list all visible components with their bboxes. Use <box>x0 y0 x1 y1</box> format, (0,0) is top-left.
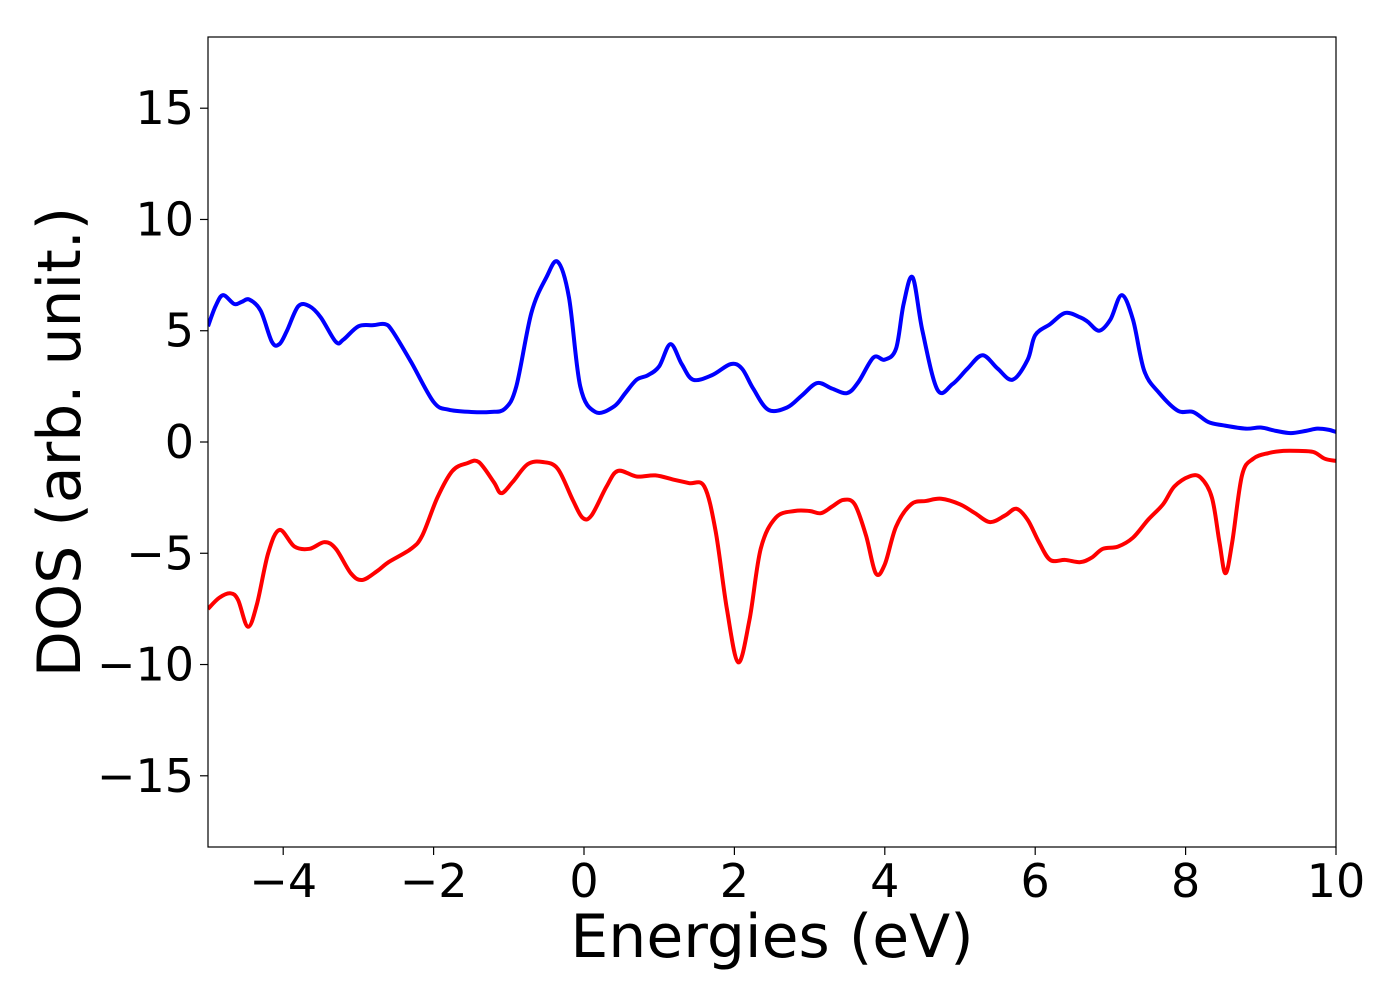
plot-area <box>208 37 1336 847</box>
x-tick-label: 10 <box>1307 854 1366 908</box>
y-tick-label: −15 <box>97 749 194 803</box>
y-tick-label: −5 <box>126 526 194 580</box>
x-tick-label: −4 <box>249 854 317 908</box>
x-tick-label: −2 <box>400 854 468 908</box>
y-axis-ticks: −15 −10 −5 0 5 10 15 <box>97 81 208 803</box>
series-layer <box>208 259 1336 665</box>
y-tick-label: 10 <box>135 192 194 246</box>
y-axis-title: DOS (arb. unit.) <box>25 207 95 677</box>
y-tick-label: 0 <box>165 415 194 469</box>
x-tick-label: 4 <box>870 854 899 908</box>
x-tick-label: 0 <box>569 854 598 908</box>
series-line-2 <box>208 448 1336 665</box>
y-tick-label: −10 <box>97 638 194 692</box>
x-tick-label: 6 <box>1021 854 1050 908</box>
series-line-1 <box>208 259 1336 436</box>
x-axis-title: Energies (eV) <box>570 902 973 972</box>
y-tick-label: 5 <box>165 304 194 358</box>
y-tick-label: 15 <box>135 81 194 135</box>
x-tick-label: 8 <box>1171 854 1200 908</box>
x-tick-label: 2 <box>720 854 749 908</box>
x-axis-ticks: −4 −2 0 2 4 6 8 10 <box>249 847 1365 908</box>
